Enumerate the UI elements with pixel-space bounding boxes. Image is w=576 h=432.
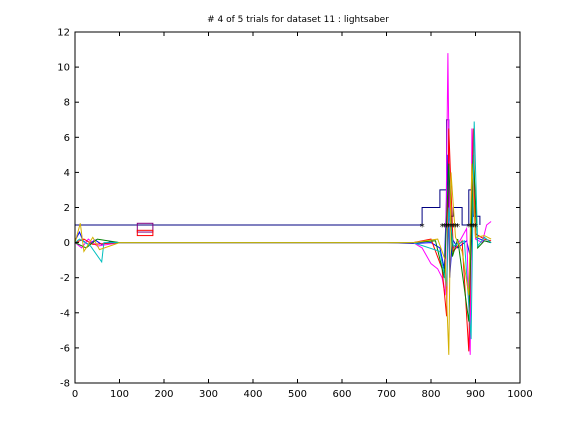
y-tick-label-0: 0	[64, 238, 70, 249]
chart-title: # 4 of 5 trials for dataset 11 : lightsa…	[207, 15, 389, 25]
x-tick-label-1000: 1000	[507, 389, 532, 400]
y-tick-label-12: 12	[57, 28, 70, 39]
x-tick-label-500: 500	[288, 389, 307, 400]
series-line-6	[75, 121, 492, 340]
segment-marker-1: *	[420, 222, 425, 233]
y-tick-label-4: 4	[64, 168, 70, 179]
x-tick-label-0: 0	[72, 389, 78, 400]
series-line-7	[75, 163, 492, 355]
segment-marker-3: *	[442, 222, 447, 233]
y-tick-label--6: -6	[60, 343, 70, 354]
segment-marker-4: *	[444, 222, 449, 233]
segment-marker-5: *	[446, 222, 451, 233]
x-tick-label-700: 700	[377, 389, 396, 400]
axis-ticks: 0 100 200 300 400 500 600 700 800 900 1000-8-6-4-2…	[57, 28, 532, 401]
segment-marker-11: *	[469, 222, 474, 233]
y-tick-label-6: 6	[64, 133, 70, 144]
x-tick-label-800: 800	[421, 389, 440, 400]
x-tick-label-400: 400	[243, 389, 262, 400]
segment-marker-13: *	[473, 222, 478, 233]
box-marker-2	[136, 229, 154, 237]
segment-marker-9: *	[455, 222, 460, 233]
x-tick-label-200: 200	[154, 389, 173, 400]
x-tick-label-900: 900	[466, 389, 485, 400]
segment-marker-2: *	[440, 222, 445, 233]
series-line-5	[75, 154, 492, 322]
box-marker-1	[136, 222, 154, 233]
segment-markers: * ******** ****	[420, 222, 478, 233]
y-tick-label--4: -4	[60, 308, 70, 319]
y-tick-label--8: -8	[60, 379, 70, 390]
segment-marker-12: *	[471, 222, 476, 233]
segment-marker-7: *	[451, 222, 456, 233]
y-tick-label-10: 10	[57, 63, 70, 74]
x-tick-label-600: 600	[332, 389, 351, 400]
segment-marker-6: *	[449, 222, 454, 233]
series-group	[75, 53, 492, 355]
y-tick-label--2: -2	[60, 273, 70, 284]
data-marks: * ******** ****	[75, 53, 492, 355]
x-tick-label-300: 300	[199, 389, 218, 400]
x-tick-label-100: 100	[110, 389, 129, 400]
y-tick-label-8: 8	[64, 98, 70, 109]
segment-marker-10: *	[466, 222, 471, 233]
y-tick-label-2: 2	[64, 203, 70, 214]
segment-marker-8: *	[453, 222, 458, 233]
